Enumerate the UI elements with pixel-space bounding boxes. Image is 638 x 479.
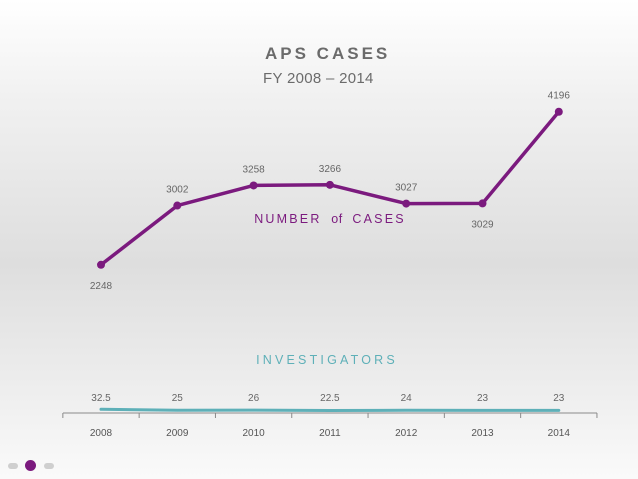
cases-value-label-2011: 3266 <box>319 164 342 175</box>
cases-label-tail: CASES <box>352 212 405 226</box>
x-tick-label-2013: 2013 <box>471 428 494 439</box>
cases-value-label-2014: 4196 <box>548 91 571 102</box>
slide-dot-active[interactable] <box>25 460 36 471</box>
chart-title: APS CASES <box>265 44 391 63</box>
cases-point-2013 <box>478 199 487 208</box>
investigators-series-label: INVESTIGATORS <box>256 353 398 367</box>
cases-label-of: of <box>331 212 342 226</box>
cases-point-2012 <box>402 199 411 208</box>
cases-point-2011 <box>325 180 334 189</box>
cases-value-label-2009: 3002 <box>166 185 189 196</box>
investigators-value-label-2011: 22.5 <box>320 393 340 404</box>
cases-value-label-2012: 3027 <box>395 183 418 194</box>
slide-dot[interactable] <box>8 463 18 469</box>
cases-point-2008 <box>97 260 105 269</box>
cases-point-2009 <box>173 201 182 210</box>
investigators-value-label-2013: 23 <box>477 393 489 404</box>
x-tick-label-2011: 2011 <box>319 428 341 439</box>
cases-label-main: NUMBER <box>254 212 321 226</box>
cases-series-label: NUMBER of CASES <box>254 212 406 226</box>
x-axis-ticks <box>62 413 598 418</box>
cases-point-2014 <box>554 107 563 116</box>
investigators-value-label-2012: 24 <box>401 393 413 404</box>
x-tick-label-2014: 2014 <box>548 428 571 439</box>
cases-series: 2248 3002 3258 3266 3027 3029 4196 <box>90 91 570 292</box>
investigators-line <box>99 407 561 412</box>
x-tick-label-2010: 2010 <box>242 428 265 439</box>
investigators-series: 32.5 25 26 22.5 24 23 23 <box>91 393 565 412</box>
x-tick-label-2012: 2012 <box>395 428 418 439</box>
slide-dot[interactable] <box>44 463 54 469</box>
cases-point-2010 <box>249 181 258 190</box>
cases-value-label-2013: 3029 <box>471 219 494 230</box>
slide-navigation[interactable] <box>8 460 58 472</box>
investigators-value-label-2010: 26 <box>248 393 260 404</box>
cases-value-label-2010: 3258 <box>242 164 265 175</box>
investigators-value-label-2008: 32.5 <box>91 393 111 404</box>
x-tick-label-2009: 2009 <box>166 428 189 439</box>
x-axis-labels: 2008 2009 2010 2011 2012 2013 2014 <box>90 428 570 439</box>
x-tick-label-2008: 2008 <box>90 428 113 439</box>
chart-subtitle: FY 2008 – 2014 <box>263 70 374 87</box>
investigators-value-label-2014: 23 <box>553 393 565 404</box>
cases-value-label-2008: 2248 <box>90 281 113 292</box>
investigators-value-label-2009: 25 <box>172 393 184 404</box>
